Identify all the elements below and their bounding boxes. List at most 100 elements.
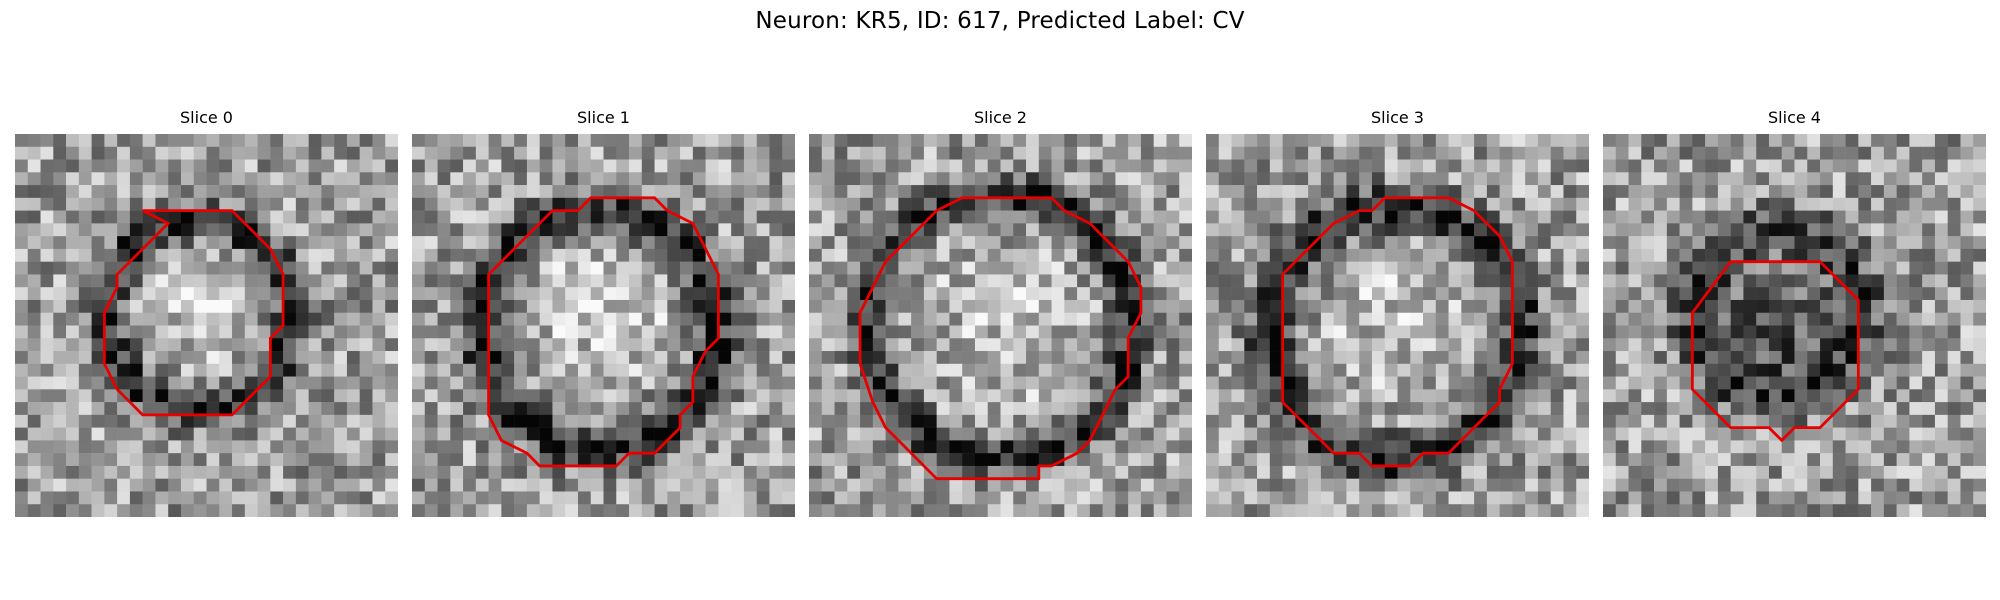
pixel: [1038, 274, 1052, 288]
pixel: [463, 146, 477, 160]
pixel: [1179, 223, 1192, 237]
pixel: [424, 159, 438, 173]
pixel: [590, 338, 604, 352]
pixel: [1909, 453, 1923, 467]
pixel: [1115, 197, 1129, 211]
pixel: [756, 491, 770, 505]
pixel: [1743, 325, 1757, 339]
pixel: [1346, 453, 1360, 467]
pixel: [847, 287, 861, 301]
pixel: [27, 478, 41, 492]
pixel: [270, 351, 284, 365]
slice-heatmap: [15, 134, 398, 517]
pixel: [782, 491, 795, 505]
pixel: [987, 351, 1001, 365]
pixel: [680, 248, 694, 262]
pixel: [936, 274, 950, 288]
pixel: [1743, 402, 1757, 416]
pixel: [1781, 134, 1795, 148]
pixel: [450, 274, 464, 288]
pixel: [629, 261, 643, 275]
segmentation-contour: [858, 196, 1143, 481]
pixel: [359, 197, 373, 211]
pixel: [1820, 402, 1834, 416]
pixel: [526, 172, 540, 186]
pixel: [501, 287, 515, 301]
pixel: [1960, 351, 1974, 365]
pixel: [1628, 185, 1642, 199]
pixel: [1845, 465, 1859, 479]
pixel: [949, 261, 963, 275]
pixel: [1026, 491, 1040, 505]
pixel: [1883, 351, 1897, 365]
pixel: [1781, 185, 1795, 199]
pixel: [898, 210, 912, 224]
pixel: [1384, 453, 1398, 467]
pixel: [590, 427, 604, 441]
pixel: [898, 351, 912, 365]
pixel: [692, 478, 706, 492]
pixel: [244, 172, 258, 186]
pixel: [1359, 146, 1373, 160]
pixel: [821, 465, 835, 479]
pixel: [488, 325, 502, 339]
pixel: [1346, 402, 1360, 416]
pixel: [501, 159, 515, 173]
pixel: [821, 491, 835, 505]
pixel: [219, 287, 233, 301]
pixel: [372, 363, 386, 377]
pixel: [1641, 491, 1655, 505]
pixel: [40, 185, 54, 199]
pixel: [142, 172, 156, 186]
pixel: [1308, 159, 1322, 173]
pixel: [1166, 159, 1180, 173]
pixel: [1654, 261, 1668, 275]
pixel: [1960, 197, 1974, 211]
pixel: [526, 197, 540, 211]
pixel: [1077, 351, 1091, 365]
pixel: [27, 453, 41, 467]
pixel: [1308, 146, 1322, 160]
pixel: [1794, 414, 1808, 428]
pixel: [514, 504, 528, 517]
pixel: [1206, 248, 1220, 262]
pixel: [1922, 185, 1936, 199]
pixel: [680, 453, 694, 467]
pixel: [1179, 274, 1192, 288]
pixel: [834, 299, 848, 313]
pixel: [1128, 453, 1142, 467]
pixel: [1038, 261, 1052, 275]
pixel: [1384, 440, 1398, 454]
pixel: [1960, 248, 1974, 262]
pixel: [1359, 210, 1373, 224]
pixel: [78, 491, 92, 505]
pixel: [1051, 134, 1065, 148]
pixel: [66, 134, 80, 148]
pixel: [539, 185, 553, 199]
pixel: [1140, 261, 1154, 275]
pixel: [78, 402, 92, 416]
pixel: [78, 504, 92, 517]
pixel: [809, 427, 823, 441]
pixel: [718, 312, 732, 326]
pixel: [437, 146, 451, 160]
pixel: [1244, 465, 1258, 479]
pixel: [1308, 299, 1322, 313]
pixel: [437, 172, 451, 186]
pixel: [463, 172, 477, 186]
pixel: [641, 325, 655, 339]
pixel: [1308, 465, 1322, 479]
pixel: [1051, 325, 1065, 339]
pixel: [1128, 414, 1142, 428]
pixel: [1026, 172, 1040, 186]
pixel: [295, 440, 309, 454]
pixel: [1922, 223, 1936, 237]
pixel: [244, 402, 258, 416]
pixel: [756, 312, 770, 326]
pixel: [590, 159, 604, 173]
pixel: [743, 389, 757, 403]
pixel: [117, 440, 131, 454]
pixel: [1679, 453, 1693, 467]
pixel: [565, 146, 579, 160]
pixel: [1628, 299, 1642, 313]
